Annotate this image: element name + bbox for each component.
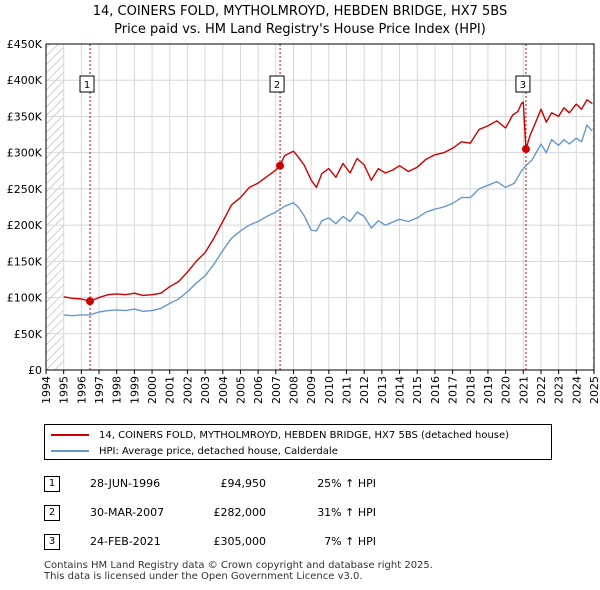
sale-marker-box — [269, 75, 285, 93]
y-tick-label: £0 — [28, 364, 42, 377]
x-tick-label: 1997 — [93, 376, 106, 404]
y-tick-label: £250K — [7, 183, 43, 196]
legend: 14, COINERS FOLD, MYTHOLMROYD, HEBDEN BR… — [44, 424, 552, 460]
y-tick-label: £450K — [7, 38, 43, 51]
sale-row: 3 24-FEB-2021 £305,000 7% ↑ HPI — [44, 532, 464, 552]
x-tick-label: 2004 — [217, 376, 230, 404]
legend-swatch-hpi — [51, 450, 89, 452]
footer: Contains HM Land Registry data © Crown c… — [44, 560, 433, 582]
legend-label-property: 14, COINERS FOLD, MYTHOLMROYD, HEBDEN BR… — [99, 429, 510, 441]
x-tick-label: 2002 — [181, 376, 194, 404]
legend-label-hpi: HPI: Average price, detached house, Cald… — [99, 445, 338, 457]
x-tick-label: 2007 — [270, 376, 283, 404]
sale-row: 2 30-MAR-2007 £282,000 31% ↑ HPI — [44, 503, 464, 523]
sale-date: 28-JUN-1996 — [90, 477, 161, 490]
x-tick-label: 2008 — [287, 376, 300, 404]
y-tick-label: £350K — [7, 110, 43, 123]
footer-copyright: Contains HM Land Registry data © Crown c… — [44, 560, 433, 571]
x-tick-label: 1995 — [58, 376, 71, 404]
x-tick-label: 2012 — [358, 376, 371, 404]
sale-row: 1 28-JUN-1996 £94,950 25% ↑ HPI — [44, 474, 464, 494]
x-tick-label: 1996 — [75, 376, 88, 404]
sale-number-badge: 3 — [44, 534, 60, 550]
x-tick-label: 2005 — [234, 376, 247, 404]
x-tick-label: 2023 — [553, 376, 566, 404]
x-tick-label: 2015 — [411, 376, 424, 404]
sale-price: £305,000 — [213, 535, 267, 548]
plot-frame — [45, 43, 595, 371]
y-tick-label: £300K — [7, 147, 43, 160]
x-tick-label: 2011 — [341, 376, 354, 404]
x-tick-label: 2020 — [500, 376, 513, 404]
sale-point — [276, 161, 285, 170]
x-tick-label: 2014 — [394, 376, 407, 404]
legend-swatch-property — [51, 434, 89, 436]
x-tick-label: 2000 — [146, 376, 159, 404]
x-tick-label: 2003 — [199, 376, 212, 404]
hatched-region — [592, 44, 594, 370]
x-tick-label: 1998 — [111, 376, 124, 404]
sale-hpi-diff: 7% ↑ HPI — [324, 535, 376, 548]
y-tick-label: £200K — [7, 219, 43, 232]
sale-hpi-diff: 25% ↑ HPI — [317, 477, 376, 490]
sale-marker-box — [79, 75, 95, 93]
legend-item-hpi: HPI: Average price, detached house, Cald… — [51, 443, 338, 459]
x-tick-label: 2001 — [164, 376, 177, 404]
y-tick-label: £50K — [14, 328, 43, 341]
chart-title-line2: Price paid vs. HM Land Registry's House … — [114, 22, 486, 37]
sale-date: 24-FEB-2021 — [90, 535, 161, 548]
plot-area — [46, 44, 594, 370]
y-tick-label: £150K — [7, 255, 43, 268]
sale-hpi-diff: 31% ↑ HPI — [317, 506, 376, 519]
legend-item-property: 14, COINERS FOLD, MYTHOLMROYD, HEBDEN BR… — [51, 427, 509, 443]
footer-licence: This data is licensed under the Open Gov… — [44, 571, 363, 582]
x-tick-label: 1994 — [40, 376, 53, 404]
sale-number-badge: 1 — [44, 476, 60, 492]
sale-marker-label: 2 — [274, 80, 280, 91]
sale-point — [86, 297, 95, 306]
chart-title-line1: 14, COINERS FOLD, MYTHOLMROYD, HEBDEN BR… — [92, 4, 508, 19]
sale-date: 30-MAR-2007 — [90, 506, 165, 519]
sale-marker-label: 3 — [520, 80, 526, 91]
y-tick-label: £400K — [7, 74, 43, 87]
x-tick-label: 2013 — [376, 376, 389, 404]
x-tick-label: 2022 — [535, 376, 548, 404]
x-tick-label: 2019 — [482, 376, 495, 404]
sale-price: £94,950 — [220, 477, 267, 490]
x-tick-label: 2025 — [588, 376, 600, 404]
sale-price: £282,000 — [213, 506, 267, 519]
x-tick-label: 1999 — [128, 376, 141, 404]
x-tick-label: 2009 — [305, 376, 318, 404]
price-chart: £0 £50K £100K £150K £200K £250K £300K £350K £400… — [7, 38, 600, 404]
series-line-hpi — [63, 124, 593, 317]
hatched-region — [46, 44, 64, 370]
x-tick-label: 2006 — [252, 376, 265, 404]
x-tick-label: 2016 — [429, 376, 442, 404]
x-tick-label: 2010 — [323, 376, 336, 404]
x-tick-label: 2024 — [570, 376, 583, 404]
sale-point — [521, 145, 530, 154]
sale-marker-label: 1 — [84, 80, 90, 91]
sale-marker-box — [515, 75, 531, 93]
x-tick-label: 2018 — [464, 376, 477, 404]
x-tick-label: 2021 — [517, 376, 530, 404]
y-tick-label: £100K — [7, 292, 43, 305]
sale-number-badge: 2 — [44, 505, 60, 521]
x-tick-label: 2017 — [447, 376, 460, 404]
